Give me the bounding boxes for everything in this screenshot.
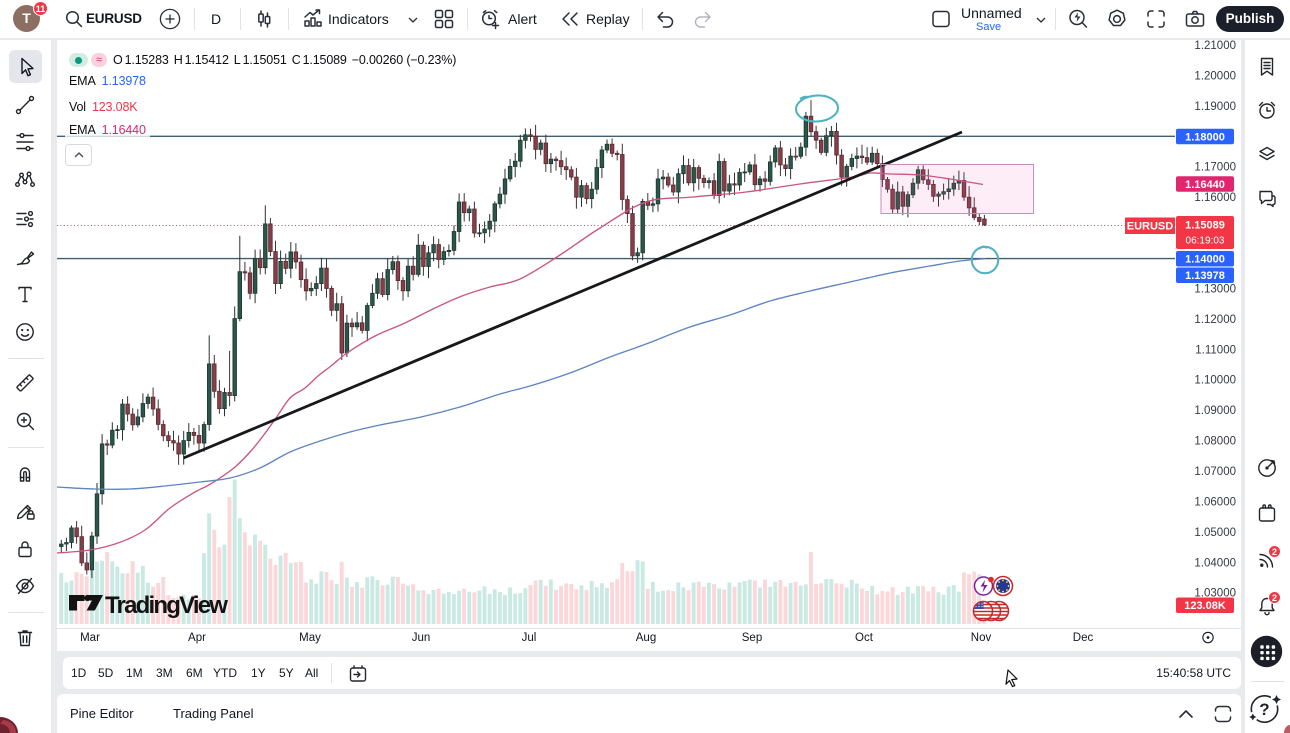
svg-text:06:19:03: 06:19:03 — [1186, 236, 1225, 247]
svg-text:Jun: Jun — [412, 632, 431, 644]
svg-text:TradingView: TradingView — [105, 592, 228, 619]
svg-text:1.11000: 1.11000 — [1195, 344, 1236, 356]
svg-text:1.20000: 1.20000 — [1194, 70, 1236, 82]
svg-text:1.06000: 1.06000 — [1194, 496, 1236, 508]
svg-text:1.12000: 1.12000 — [1194, 314, 1236, 326]
svg-text:1.21000: 1.21000 — [1194, 40, 1236, 52]
svg-text:1.18000: 1.18000 — [1185, 132, 1225, 144]
svg-text:1.16440: 1.16440 — [1185, 179, 1225, 191]
svg-text:Oct: Oct — [855, 632, 874, 644]
svg-text:EURUSD: EURUSD — [1127, 221, 1174, 233]
svg-text:1.19000: 1.19000 — [1194, 101, 1236, 113]
svg-text:1.03000: 1.03000 — [1194, 588, 1236, 600]
svg-text:Sep: Sep — [742, 632, 762, 644]
svg-text:1.04000: 1.04000 — [1194, 557, 1236, 569]
svg-text:1.15089: 1.15089 — [1185, 220, 1225, 232]
svg-text:1.08000: 1.08000 — [1194, 436, 1236, 448]
svg-text:1.09000: 1.09000 — [1194, 405, 1236, 417]
svg-text:1.16000: 1.16000 — [1194, 192, 1236, 204]
svg-text:123.08K: 123.08K — [1184, 600, 1226, 612]
svg-text:1.13000: 1.13000 — [1194, 283, 1236, 295]
svg-text:Jul: Jul — [522, 632, 537, 644]
svg-text:Dec: Dec — [1073, 632, 1094, 644]
svg-text:1.17000: 1.17000 — [1194, 162, 1236, 174]
svg-text:1.14000: 1.14000 — [1185, 254, 1225, 266]
svg-text:Apr: Apr — [188, 632, 206, 644]
svg-text:1.07000: 1.07000 — [1194, 466, 1236, 478]
svg-text:1.05000: 1.05000 — [1194, 527, 1236, 539]
svg-text:?: ? — [1259, 700, 1269, 719]
svg-text:1.10000: 1.10000 — [1194, 375, 1236, 387]
svg-text:Nov: Nov — [971, 632, 992, 644]
svg-text:1.13978: 1.13978 — [1185, 270, 1225, 282]
svg-text:Aug: Aug — [636, 632, 656, 644]
svg-text:May: May — [299, 632, 321, 644]
svg-text:Mar: Mar — [80, 632, 100, 644]
